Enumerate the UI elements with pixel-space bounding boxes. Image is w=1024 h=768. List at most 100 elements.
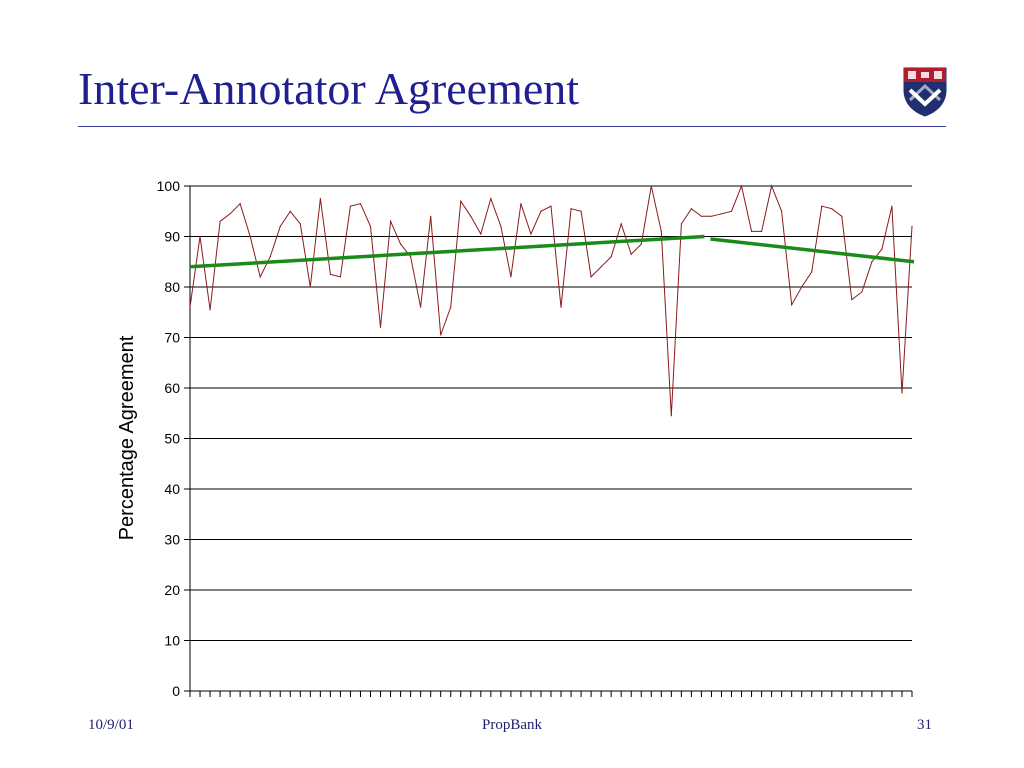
data-point xyxy=(299,223,301,225)
data-point xyxy=(901,392,903,394)
page-number: 31 xyxy=(917,717,932,733)
university-shield-icon xyxy=(903,67,947,117)
data-point xyxy=(821,205,823,207)
agreement-series-line xyxy=(189,184,913,416)
data-point xyxy=(259,276,261,278)
data-point xyxy=(650,185,652,187)
data-point xyxy=(440,334,442,336)
y-tick-label: 20 xyxy=(164,582,180,598)
data-point xyxy=(811,271,813,273)
data-point xyxy=(831,208,833,210)
data-point xyxy=(670,415,672,417)
data-point xyxy=(339,276,342,278)
y-axis-label: Percentage Agreement xyxy=(116,335,138,540)
trend-line xyxy=(189,234,705,269)
data-point xyxy=(490,198,492,200)
data-point xyxy=(550,205,552,207)
data-point xyxy=(359,203,362,205)
data-point xyxy=(720,213,723,215)
data-point xyxy=(590,276,592,278)
data-point xyxy=(760,230,763,233)
data-point xyxy=(399,243,402,245)
y-tick-label: 90 xyxy=(164,229,180,245)
data-point xyxy=(389,220,392,222)
data-point xyxy=(500,225,502,227)
y-tick-label: 10 xyxy=(164,633,180,649)
trend-line xyxy=(710,237,915,264)
data-point xyxy=(229,213,231,215)
data-point xyxy=(460,200,462,202)
data-point xyxy=(680,223,682,225)
data-point xyxy=(861,291,863,293)
data-point xyxy=(660,230,662,233)
x-tick-marks xyxy=(189,691,913,697)
data-point xyxy=(289,210,291,212)
data-point xyxy=(450,306,452,308)
data-point xyxy=(580,210,582,212)
y-tick-label: 30 xyxy=(164,532,180,548)
data-point xyxy=(841,215,843,217)
data-point xyxy=(740,185,743,187)
data-point xyxy=(570,208,572,210)
data-point xyxy=(610,256,612,258)
y-tick-label: 0 xyxy=(172,683,180,699)
data-point xyxy=(279,225,281,227)
data-point xyxy=(640,243,642,245)
data-point xyxy=(750,230,753,233)
data-point xyxy=(199,235,201,238)
y-tick-labels: 0 10 20 30 40 50 60 70 80 90 100 xyxy=(157,178,181,699)
data-point xyxy=(430,215,432,217)
y-tick-label: 60 xyxy=(164,380,180,396)
y-tick-label: 100 xyxy=(157,178,181,194)
line-chart: 0 10 20 30 40 50 60 70 80 90 100 Percentage Agreem… xyxy=(116,178,915,699)
data-point xyxy=(349,205,352,207)
gridlines xyxy=(184,185,912,692)
y-tick-label: 50 xyxy=(164,431,180,447)
data-point xyxy=(480,233,482,235)
data-point xyxy=(690,208,692,210)
data-point xyxy=(730,210,733,212)
data-point xyxy=(420,306,422,308)
data-point xyxy=(630,253,632,255)
data-point xyxy=(881,248,883,250)
data-point xyxy=(269,256,271,258)
data-point xyxy=(771,185,773,187)
data-point xyxy=(851,299,853,301)
data-point xyxy=(801,286,803,288)
trend-layer xyxy=(189,234,915,269)
data-point xyxy=(309,286,311,288)
y-tick-label: 70 xyxy=(164,330,180,346)
data-point xyxy=(560,306,562,308)
data-point xyxy=(530,233,532,235)
data-point xyxy=(369,225,372,227)
series-layer xyxy=(189,184,913,417)
y-tick-label: 80 xyxy=(164,279,180,295)
data-point xyxy=(891,205,893,207)
data-point xyxy=(319,198,321,200)
data-point xyxy=(510,276,512,278)
data-point xyxy=(410,256,412,258)
y-tick-label: 40 xyxy=(164,481,180,497)
data-point xyxy=(791,304,793,306)
data-point xyxy=(189,306,191,308)
footer-date: 10/9/01 xyxy=(88,717,134,733)
title-divider xyxy=(78,126,946,127)
data-point xyxy=(219,220,221,222)
data-point xyxy=(781,210,783,212)
data-point xyxy=(540,210,542,212)
slide-title: Inter-Annotator Agreement xyxy=(78,63,580,114)
data-point xyxy=(209,309,211,311)
data-point xyxy=(600,266,602,268)
data-point xyxy=(470,215,472,217)
data-point xyxy=(700,215,703,217)
data-point xyxy=(911,225,913,227)
data-point xyxy=(520,203,522,205)
data-point xyxy=(239,203,241,205)
data-point xyxy=(710,215,713,217)
data-point xyxy=(249,235,251,238)
data-point xyxy=(379,326,382,328)
data-point xyxy=(329,273,331,275)
data-point xyxy=(620,223,622,225)
footer-title: PropBank xyxy=(482,717,542,733)
data-point xyxy=(871,261,873,263)
